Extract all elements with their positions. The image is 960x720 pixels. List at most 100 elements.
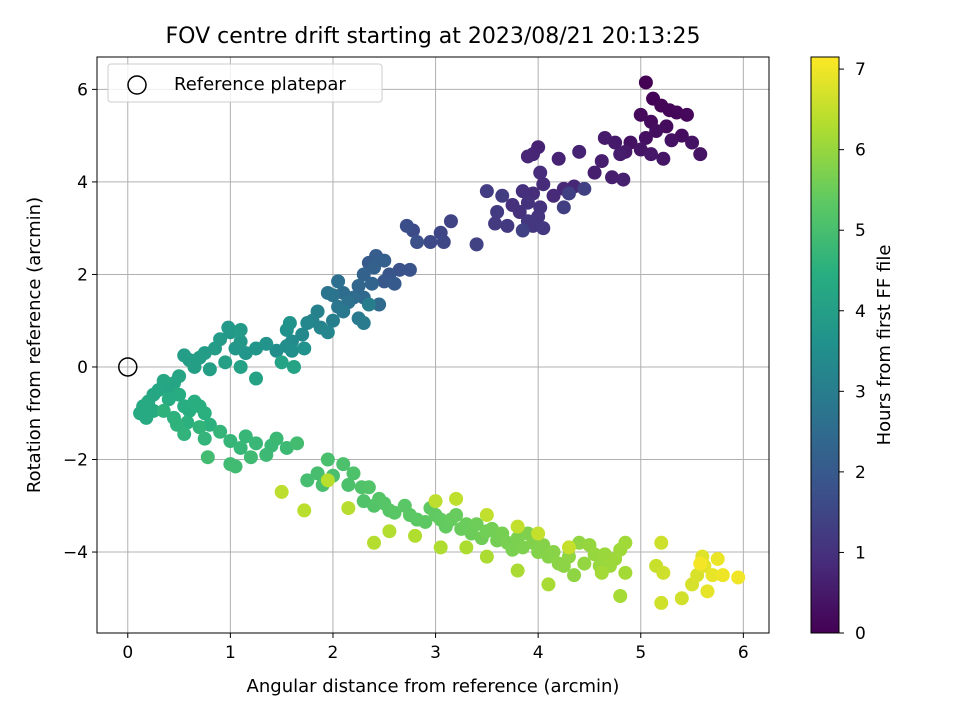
- x-axis-label: Angular distance from reference (arcmin): [247, 676, 620, 697]
- data-point: [418, 514, 433, 529]
- data-point: [187, 359, 202, 374]
- data-point: [320, 325, 335, 340]
- y-tick-label: 0: [77, 358, 88, 378]
- data-point: [536, 538, 551, 553]
- data-point: [290, 436, 305, 451]
- data-point: [221, 320, 236, 335]
- data-point: [715, 568, 730, 583]
- data-point: [410, 235, 425, 250]
- data-point: [156, 403, 171, 418]
- data-point: [351, 279, 366, 294]
- data-point: [587, 547, 602, 562]
- y-axis: −4 −2 0 2 4 6: [63, 80, 97, 563]
- data-point: [320, 452, 335, 467]
- data-point: [577, 556, 592, 571]
- data-point: [495, 188, 510, 203]
- data-point: [249, 371, 264, 386]
- data-point: [644, 147, 659, 162]
- data-point: [399, 218, 414, 233]
- data-point: [269, 343, 284, 358]
- x-tick-label: 6: [738, 643, 749, 663]
- data-point: [512, 204, 527, 219]
- data-point: [282, 316, 297, 331]
- data-point: [286, 359, 301, 374]
- data-point: [654, 535, 669, 550]
- x-tick-label: 0: [122, 643, 133, 663]
- data-point: [656, 565, 671, 580]
- colorbar-tick-label: 0: [855, 624, 866, 644]
- data-point: [341, 477, 356, 492]
- data-point: [510, 563, 525, 578]
- data-point: [274, 484, 289, 499]
- data-point: [346, 466, 361, 481]
- data-point: [546, 545, 561, 560]
- colorbar: 0 1 2 3 4 5 6 7 Hours from first FF file: [810, 56, 895, 644]
- colorbar-tick-label: 2: [855, 463, 866, 483]
- data-point: [710, 551, 725, 566]
- data-point: [372, 297, 387, 312]
- data-point: [531, 526, 546, 541]
- data-point: [654, 595, 669, 610]
- x-axis: 0 1 2 3 4 5 6: [122, 633, 749, 663]
- data-point: [300, 316, 315, 331]
- data-point: [551, 151, 566, 166]
- colorbar-tick-label: 7: [855, 60, 866, 80]
- data-point: [341, 501, 356, 516]
- data-point: [325, 313, 340, 328]
- data-point: [218, 355, 233, 370]
- data-point: [382, 524, 397, 539]
- data-points: [133, 75, 746, 610]
- x-tick-label: 5: [635, 643, 646, 663]
- colorbar-label: Hours from first FF file: [874, 245, 895, 446]
- data-point: [700, 584, 715, 599]
- data-point: [428, 494, 443, 509]
- data-point: [200, 450, 215, 465]
- data-point: [577, 181, 592, 196]
- data-point: [731, 570, 746, 585]
- data-point: [605, 170, 620, 185]
- data-point: [297, 341, 312, 356]
- data-point: [310, 466, 325, 481]
- data-point: [479, 184, 494, 199]
- data-point: [336, 457, 351, 472]
- data-point: [356, 316, 371, 331]
- data-point: [685, 135, 700, 150]
- data-point: [638, 130, 653, 145]
- data-point: [361, 297, 376, 312]
- data-point: [402, 262, 417, 277]
- data-point: [295, 327, 310, 342]
- colorbar-tick-label: 6: [855, 141, 866, 161]
- data-point: [297, 503, 312, 518]
- y-tick-label: −2: [63, 451, 88, 471]
- data-point: [618, 565, 633, 580]
- data-point: [320, 285, 335, 300]
- data-point: [693, 147, 708, 162]
- data-point: [336, 304, 351, 319]
- colorbar-ticks: 0 1 2 3 4 5 6 7: [839, 60, 866, 644]
- data-point: [572, 144, 587, 159]
- data-point: [546, 188, 561, 203]
- data-point: [259, 447, 274, 462]
- y-tick-label: −4: [63, 543, 88, 563]
- data-point: [233, 322, 248, 337]
- data-point: [213, 424, 228, 439]
- data-point: [233, 359, 248, 374]
- data-point: [541, 577, 556, 592]
- data-point: [533, 165, 548, 180]
- data-point: [488, 216, 503, 231]
- data-point: [284, 343, 299, 358]
- data-point: [693, 556, 708, 571]
- data-point: [356, 267, 371, 282]
- colorbar-tick-label: 1: [855, 543, 866, 563]
- colorbar-tick-label: 5: [855, 221, 866, 241]
- data-point: [423, 235, 438, 250]
- data-point: [594, 154, 609, 169]
- data-point: [500, 218, 515, 233]
- data-point: [536, 177, 551, 192]
- data-point: [649, 124, 664, 139]
- data-point: [274, 355, 289, 370]
- data-point: [197, 431, 212, 446]
- data-point: [449, 508, 464, 523]
- colorbar-tick-label: 4: [855, 302, 866, 322]
- x-tick-label: 1: [225, 643, 236, 663]
